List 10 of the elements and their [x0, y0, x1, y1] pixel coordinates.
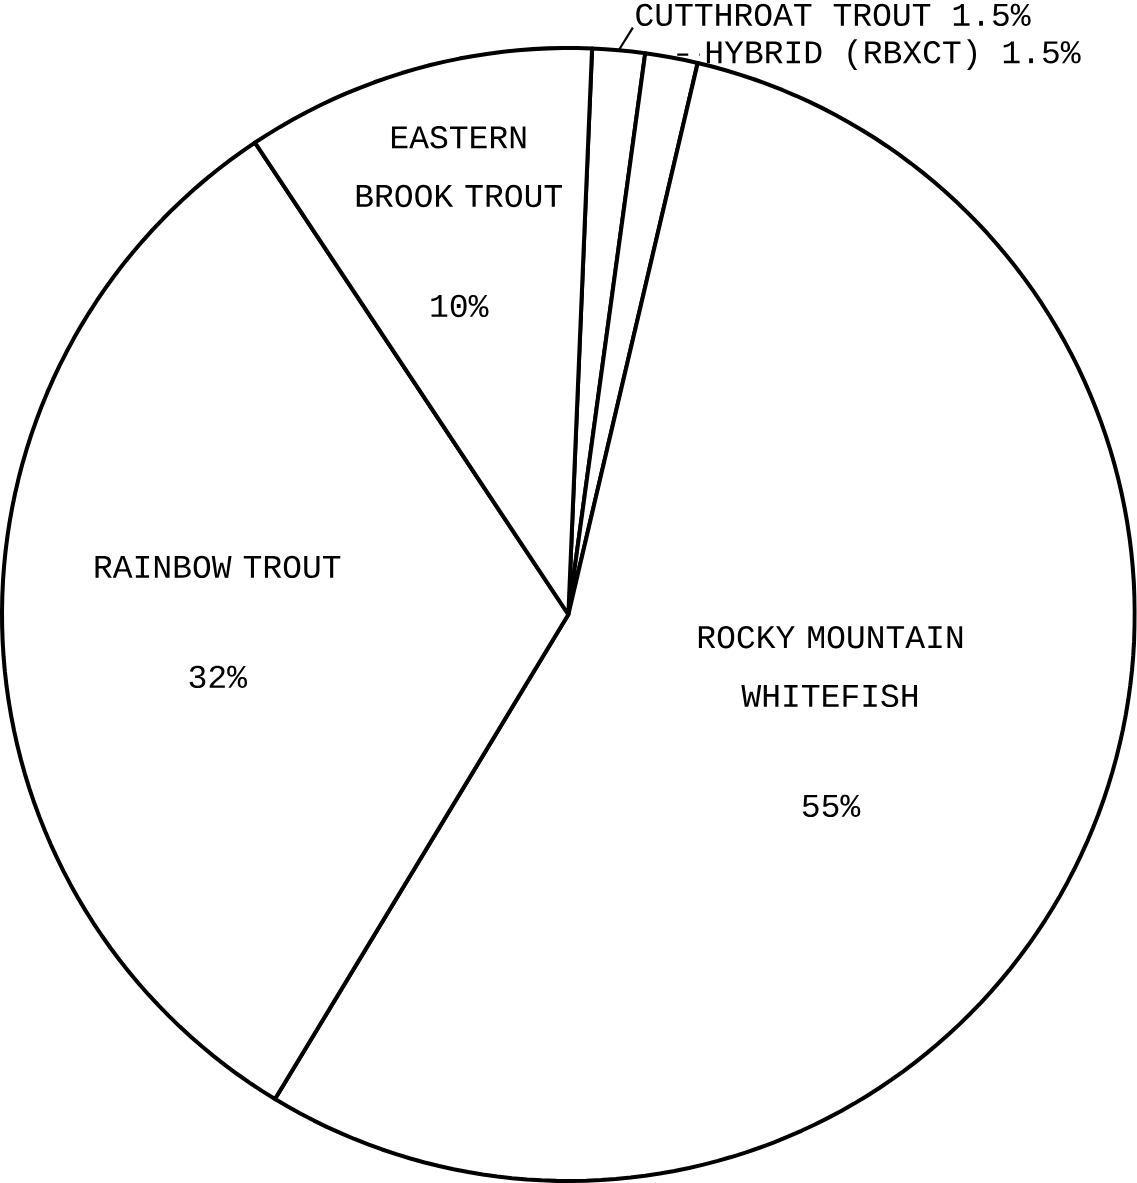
data-label: 1.5% [1003, 41, 1081, 64]
slice-label: RAINBOW TROUT [95, 555, 341, 579]
slice-label: ROCKY MOUNTAIN WHITEFISH [699, 625, 963, 708]
data-label: 1.5% [953, 3, 1031, 27]
data-label: 55% [803, 794, 861, 818]
data-label: 32% [189, 665, 248, 689]
slice-label: EASTERN BROOK TROUT [356, 126, 563, 208]
data-label: 10% [431, 294, 489, 318]
slice-label: HYBRID (RBXCT) [707, 39, 977, 70]
slice-label: CUTTHROAT TROUT [636, 3, 931, 27]
